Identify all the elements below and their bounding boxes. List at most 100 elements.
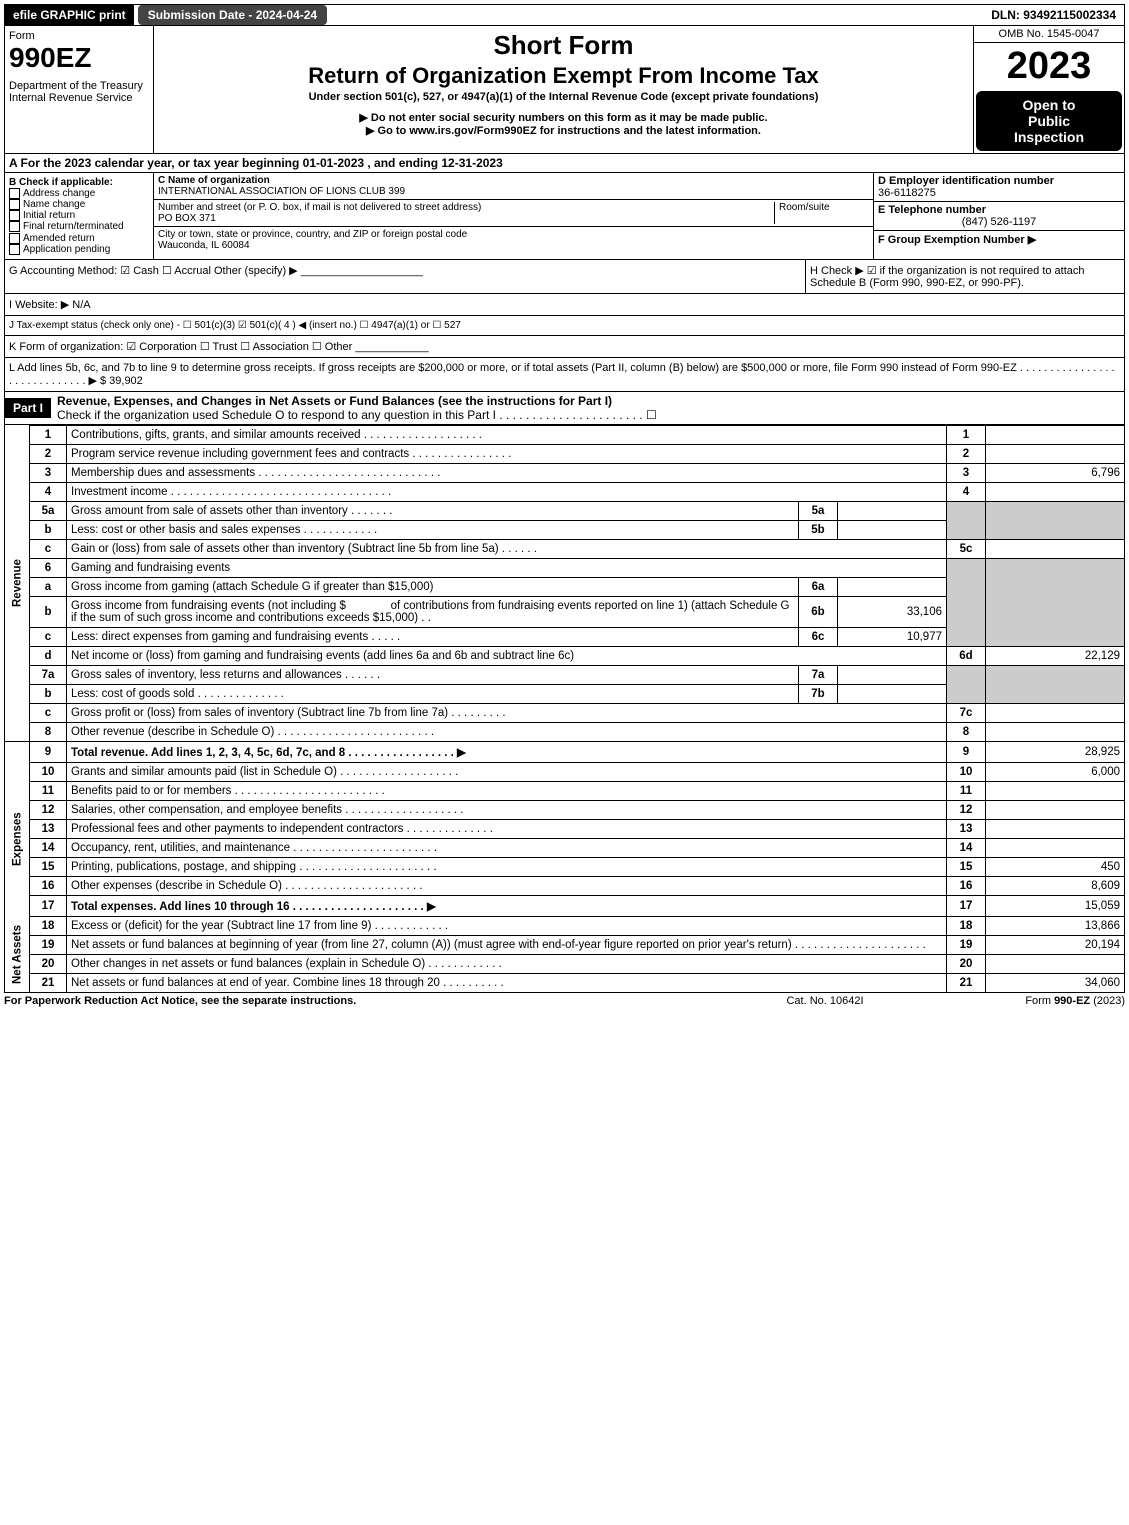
org-name-label: C Name of organization [158, 175, 869, 186]
line-4-desc: Investment income . . . . . . . . . . . … [67, 482, 947, 501]
line-5b-desc: Less: cost or other basis and sales expe… [67, 520, 799, 539]
line-19-box: 19 [947, 935, 986, 954]
block-bcdef: B Check if applicable: Address change Na… [4, 173, 1125, 260]
chk-address-change[interactable]: Address change [9, 188, 149, 199]
line-10-box: 10 [947, 762, 986, 781]
line-13-desc: Professional fees and other payments to … [67, 819, 947, 838]
line-6a-subval [838, 577, 947, 596]
chk-app-pending[interactable]: Application pending [9, 244, 149, 255]
revenue-section-label: Revenue [5, 425, 30, 741]
line-1-box: 1 [947, 425, 986, 444]
line-8-val [986, 722, 1125, 741]
ssn-warning: ▶ Do not enter social security numbers o… [158, 111, 969, 124]
part1-header-row: Part I Revenue, Expenses, and Changes in… [4, 392, 1125, 425]
line-16-val: 8,609 [986, 876, 1125, 895]
header-right-col: OMB No. 1545-0047 2023 Open to Public In… [973, 26, 1124, 153]
chk-name-change[interactable]: Name change [9, 199, 149, 210]
line-9-desc: Total revenue. Add lines 1, 2, 3, 4, 5c,… [67, 741, 947, 762]
expenses-section-label: Expenses [5, 762, 30, 916]
section-e: E Telephone number (847) 526-1197 [874, 202, 1124, 231]
k-form-of-org: K Form of organization: ☑ Corporation ☐ … [4, 336, 1125, 358]
line-7c-val [986, 703, 1125, 722]
line-12-desc: Salaries, other compensation, and employ… [67, 800, 947, 819]
efile-print-label[interactable]: efile GRAPHIC print [5, 5, 134, 25]
open-line2: Public [982, 113, 1116, 129]
form-subtitle: Return of Organization Exempt From Incom… [158, 63, 969, 89]
line-11-box: 11 [947, 781, 986, 800]
room-suite-label: Room/suite [774, 202, 869, 224]
line-6c-subnum: 6c [799, 627, 838, 646]
shade-7ab-val [986, 665, 1125, 703]
line-7a-desc: Gross sales of inventory, less returns a… [67, 665, 799, 684]
omb-number: OMB No. 1545-0047 [974, 26, 1124, 43]
line-18-val: 13,866 [986, 916, 1125, 935]
line-6b-subval: 33,106 [838, 596, 947, 627]
line-10-val: 6,000 [986, 762, 1125, 781]
line-15-box: 15 [947, 857, 986, 876]
line-21-val: 34,060 [986, 973, 1125, 992]
line-7a-num: 7a [30, 665, 67, 684]
line-6a-num: a [30, 577, 67, 596]
line-6-num: 6 [30, 558, 67, 577]
line-1-desc: Contributions, gifts, grants, and simila… [67, 425, 947, 444]
line-10-num: 10 [30, 762, 67, 781]
chk-amended[interactable]: Amended return [9, 233, 149, 244]
line-4-num: 4 [30, 482, 67, 501]
dept-label: Department of the Treasury Internal Reve… [9, 80, 149, 104]
i-website: I Website: ▶ N/A [4, 294, 1125, 316]
line-6b-num: b [30, 596, 67, 627]
line-16-desc: Other expenses (describe in Schedule O) … [67, 876, 947, 895]
line-7b-subval [838, 684, 947, 703]
section-b: B Check if applicable: Address change Na… [5, 173, 154, 259]
line-20-box: 20 [947, 954, 986, 973]
line-16-num: 16 [30, 876, 67, 895]
goto-link-text[interactable]: ▶ Go to www.irs.gov/Form990EZ for instru… [158, 124, 969, 137]
form-title: Short Form [158, 30, 969, 61]
submission-date: Submission Date - 2024-04-24 [138, 5, 327, 25]
line-14-desc: Occupancy, rent, utilities, and maintena… [67, 838, 947, 857]
chk-initial-return[interactable]: Initial return [9, 210, 149, 221]
line-7c-num: c [30, 703, 67, 722]
line-1-num: 1 [30, 425, 67, 444]
h-schedule-b: H Check ▶ ☑ if the organization is not r… [805, 260, 1124, 293]
form-header: Form 990EZ Department of the Treasury In… [4, 26, 1125, 154]
chk-final-return[interactable]: Final return/terminated [9, 221, 149, 232]
phone-value: (847) 526-1197 [878, 216, 1120, 228]
line-8-desc: Other revenue (describe in Schedule O) .… [67, 722, 947, 741]
line-6d-num: d [30, 646, 67, 665]
header-center-col: Short Form Return of Organization Exempt… [154, 26, 973, 153]
line-14-box: 14 [947, 838, 986, 857]
line-7c-box: 7c [947, 703, 986, 722]
netassets-section-label: Net Assets [5, 916, 30, 992]
line-5a-subnum: 5a [799, 501, 838, 520]
rev-spacer [5, 741, 30, 762]
line-6d-val: 22,129 [986, 646, 1125, 665]
line-18-num: 18 [30, 916, 67, 935]
line-3-val: 6,796 [986, 463, 1125, 482]
line-7a-subnum: 7a [799, 665, 838, 684]
form-ref: Form 990-EZ (2023) [925, 995, 1125, 1007]
line-8-num: 8 [30, 722, 67, 741]
tax-year: 2023 [974, 43, 1124, 89]
line-5a-desc: Gross amount from sale of assets other t… [67, 501, 799, 520]
line-17-box: 17 [947, 895, 986, 916]
line-3-desc: Membership dues and assessments . . . . … [67, 463, 947, 482]
line-17-desc: Total expenses. Add lines 10 through 16 … [67, 895, 947, 916]
line-3-num: 3 [30, 463, 67, 482]
line-15-val: 450 [986, 857, 1125, 876]
line-12-box: 12 [947, 800, 986, 819]
form-word: Form [9, 30, 149, 42]
part1-title: Revenue, Expenses, and Changes in Net As… [57, 394, 612, 408]
line-5c-box: 5c [947, 539, 986, 558]
line-10-desc: Grants and similar amounts paid (list in… [67, 762, 947, 781]
line-2-box: 2 [947, 444, 986, 463]
line-1-val [986, 425, 1125, 444]
ein-value: 36-6118275 [878, 187, 1120, 199]
line-6b-desc: Gross income from fundraising events (no… [67, 596, 799, 627]
line-17-val: 15,059 [986, 895, 1125, 916]
line-7b-num: b [30, 684, 67, 703]
line-7b-subnum: 7b [799, 684, 838, 703]
line-15-desc: Printing, publications, postage, and shi… [67, 857, 947, 876]
line-19-val: 20,194 [986, 935, 1125, 954]
line-4-box: 4 [947, 482, 986, 501]
